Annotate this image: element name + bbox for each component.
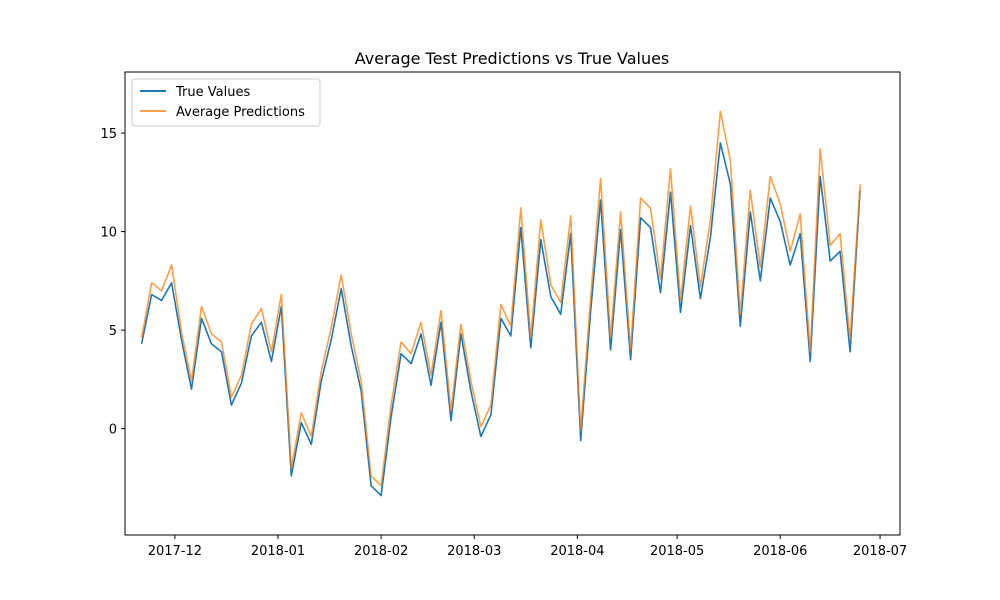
- x-tick-label: 2018-03: [447, 544, 501, 559]
- legend: True Values Average Predictions: [131, 78, 321, 127]
- x-axis: 2017-12 2018-01 2018-02 2018-03 2018-04 2018-…: [148, 535, 907, 559]
- plot-area: [140, 110, 861, 497]
- y-axis: 0 5 10 15: [100, 127, 125, 438]
- series-line-true-values: [140, 142, 861, 497]
- chart-title: Average Test Predictions vs True Values: [355, 49, 670, 68]
- x-tick-label: 2018-04: [550, 544, 604, 559]
- series-line-average-predictions: [140, 110, 861, 487]
- x-tick-label: 2018-05: [650, 544, 704, 559]
- x-tick-label: 2017-12: [148, 544, 202, 559]
- legend-true-values-label: True Values: [175, 85, 250, 100]
- legend-box: [131, 78, 321, 127]
- legend-average-predictions-label: Average Predictions: [176, 105, 305, 120]
- y-tick-label: 10: [100, 226, 117, 241]
- y-tick-label: 15: [100, 127, 117, 142]
- axes-frame: [124, 71, 901, 536]
- x-tick-label: 2018-02: [354, 544, 408, 559]
- x-tick-label: 2018-06: [753, 544, 807, 559]
- y-tick-label: 5: [109, 324, 117, 339]
- x-tick-label: 2018-07: [853, 544, 907, 559]
- x-tick-label: 2018-01: [251, 544, 305, 559]
- y-tick-label: 0: [109, 423, 117, 438]
